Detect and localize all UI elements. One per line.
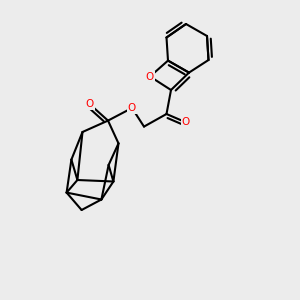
Text: O: O	[86, 99, 94, 110]
Text: O: O	[146, 71, 154, 82]
Text: O: O	[182, 117, 190, 128]
Text: O: O	[128, 103, 136, 113]
